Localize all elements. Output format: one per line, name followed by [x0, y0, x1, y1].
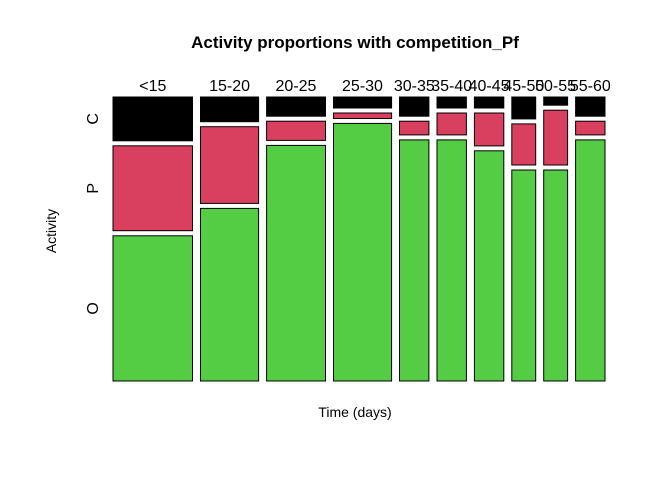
tile-c-3 — [333, 96, 393, 109]
level-label-c: C — [85, 113, 102, 125]
category-label-3: 25-30 — [342, 78, 383, 95]
category-label-7: 45-50 — [503, 78, 544, 95]
category-label-1: 15-20 — [209, 78, 250, 95]
category-label-5: 35-40 — [431, 78, 472, 95]
tile-p-9 — [575, 120, 606, 136]
level-labels: O P C — [85, 113, 102, 315]
tile-p-0 — [112, 145, 193, 232]
tile-o-8 — [543, 169, 569, 382]
category-label-8: 50-55 — [535, 78, 576, 95]
tile-o-0 — [112, 235, 193, 382]
tile-o-9 — [575, 139, 606, 382]
x-axis-label: Time (days) — [318, 404, 391, 420]
tile-o-4 — [399, 139, 430, 382]
level-label-o: O — [85, 302, 102, 314]
tile-o-6 — [473, 150, 505, 382]
category-label-0: <15 — [139, 78, 166, 95]
tile-o-1 — [200, 207, 260, 382]
tile-o-5 — [436, 139, 467, 382]
chart-title: Activity proportions with competition_Pf — [191, 33, 519, 52]
tile-c-9 — [575, 96, 606, 117]
category-labels: <15 15-20 20-25 25-30 30-3535-4040-4545-5050… — [139, 78, 611, 95]
tile-o-3 — [333, 122, 393, 382]
tile-c-2 — [266, 96, 327, 117]
tile-c-5 — [436, 96, 467, 109]
category-label-4: 30-35 — [394, 78, 435, 95]
category-label-9: 55-60 — [570, 78, 611, 95]
tile-p-8 — [543, 109, 569, 166]
tile-c-4 — [399, 96, 430, 117]
tile-c-6 — [473, 96, 505, 109]
y-axis-label: Activity — [43, 209, 59, 253]
tile-p-1 — [200, 126, 260, 204]
tile-p-6 — [473, 112, 505, 147]
tile-p-5 — [436, 112, 467, 136]
category-label-6: 40-45 — [469, 78, 510, 95]
tile-o-7 — [511, 169, 537, 382]
category-label-2: 20-25 — [276, 78, 317, 95]
tile-c-0 — [112, 96, 193, 142]
tile-c-1 — [200, 96, 260, 123]
tile-p-3 — [333, 112, 393, 119]
tile-p-2 — [266, 120, 327, 141]
level-label-p: P — [85, 183, 102, 194]
tile-p-4 — [399, 120, 430, 136]
tile-p-7 — [511, 123, 537, 166]
tile-o-2 — [266, 144, 327, 382]
tile-c-8 — [543, 96, 569, 106]
mosaic-tiles — [112, 96, 606, 382]
tile-c-7 — [511, 96, 537, 120]
